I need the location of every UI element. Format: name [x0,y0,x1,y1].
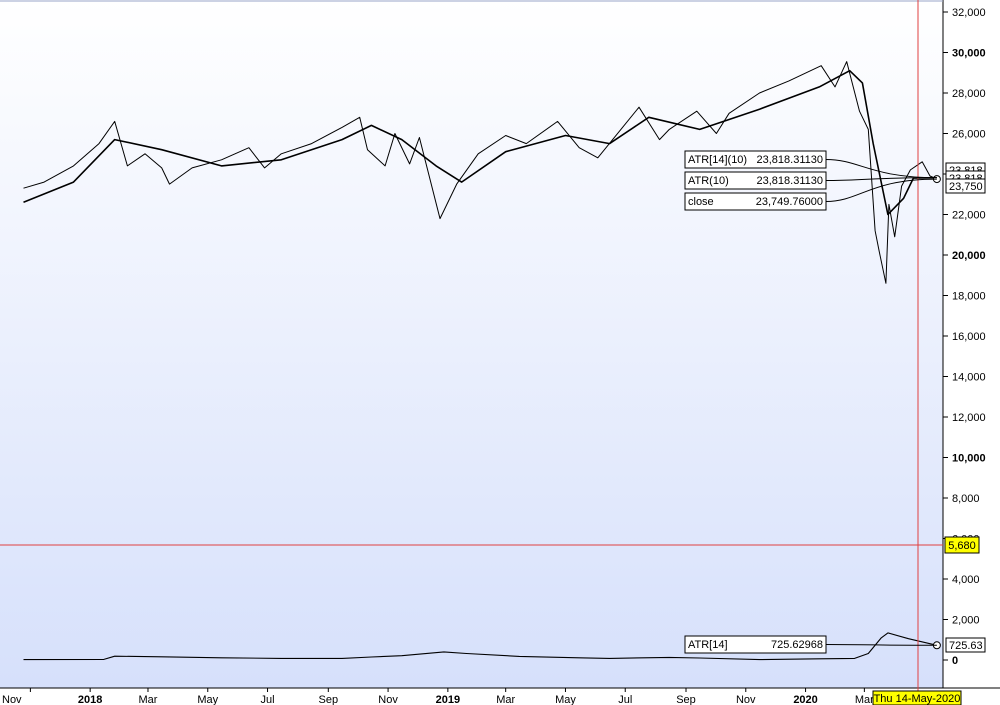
x-tick-label: Mar [496,694,515,705]
y-tick-label: 22,000 [952,210,986,222]
annotation-box: ATR(10) 23,818.31130 [684,171,937,190]
annotation-connector [825,159,937,179]
x-tick-label: Sep [319,694,339,705]
annotation-value: 725.62968 [771,639,823,651]
x-tick-label: Mar [139,694,158,705]
annotation-connector [825,644,937,646]
y-tick-label: 4,000 [952,574,980,586]
y-tick-label: 8,000 [952,493,980,505]
crosshair-date-label: Thu 14-May-2020 [874,693,961,705]
axis-value-box: 725.63 [945,637,986,653]
y-axis-background [943,0,1000,688]
y-tick-label: 16,000 [952,331,986,343]
x-axis-ticks: Nov 2018 Mar May Jul Sep Nov 2019 Mar May Jul Sep No… [2,688,874,705]
y-tick-label: 26,000 [952,129,986,141]
annotation-value: 23,818.31130 [757,175,823,187]
x-tick-label: Nov [736,694,756,705]
annotation-box: close 23,749.76000 [684,178,937,211]
annotation-box: ATR[14] 725.62968 [684,635,937,654]
x-tick-label: May [197,694,218,705]
axis-value-label: 725.63 [949,640,983,652]
x-tick-label: Jul [261,694,275,705]
annotation-label: ATR[14] [688,639,728,651]
x-tick-label: Mar [855,694,874,705]
axis-value-box: 23,750 [945,178,986,194]
annotation-value: 23,818.31130 [757,154,823,166]
annotation-layer: ATR[14](10) 23,818.31130 ATR(10) 23,818.311… [684,150,986,654]
axis-value-label: 23,750 [949,181,983,193]
x-tick-label: 2018 [78,694,102,705]
y-tick-label: 18,000 [952,291,986,303]
plot-background [0,0,943,688]
series-atr-14-10-line [23,69,937,216]
x-tick-label: 2019 [436,694,460,705]
annotation-connector [825,177,937,181]
x-tick-label: 2020 [793,694,817,705]
x-tick-label: May [555,694,576,705]
series-layer [23,61,941,661]
crosshair-value-box: 5,680 [944,536,980,554]
crosshair-value-label: 5,680 [948,540,976,552]
y-tick-label: 32,000 [952,7,986,19]
annotation-connector [825,178,937,202]
crosshair-date-box: Thu 14-May-2020 [872,690,962,705]
annotation-box: ATR[14](10) 23,818.31130 [684,150,937,179]
y-tick-label: 28,000 [952,88,986,100]
annotation-value: 23,749.76000 [756,196,823,208]
x-axis-background [0,688,1000,705]
y-tick-label: 20,000 [952,250,986,262]
y-tick-label: 0 [952,655,958,667]
annotation-label: close [688,196,714,208]
annotation-label: ATR[14](10) [688,154,747,166]
y-tick-label: 12,000 [952,412,986,424]
annotation-label: ATR(10) [688,175,729,187]
y-tick-label: 30,000 [952,48,986,60]
x-tick-label: Jul [618,694,632,705]
x-tick-label: Nov [2,694,22,705]
y-tick-label: 14,000 [952,372,986,384]
series-atr-14-line [23,632,938,661]
y-tick-label: 2,000 [952,615,980,627]
x-tick-label: Nov [378,694,398,705]
y-tick-label: 10,000 [952,453,986,465]
x-tick-label: Sep [676,694,696,705]
series-close-line [23,61,938,284]
